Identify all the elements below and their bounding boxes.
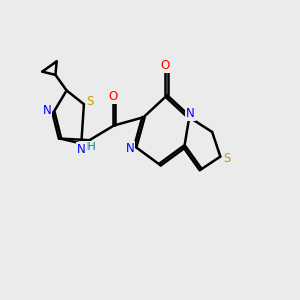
Text: NH: NH — [80, 142, 96, 152]
Text: N: N — [186, 107, 195, 120]
Text: S: S — [87, 95, 94, 108]
Text: N: N — [126, 142, 134, 155]
Text: O: O — [160, 59, 170, 72]
Text: S: S — [223, 152, 230, 164]
Text: N: N — [43, 104, 51, 117]
Text: O: O — [108, 90, 117, 103]
Text: N: N — [77, 143, 86, 156]
